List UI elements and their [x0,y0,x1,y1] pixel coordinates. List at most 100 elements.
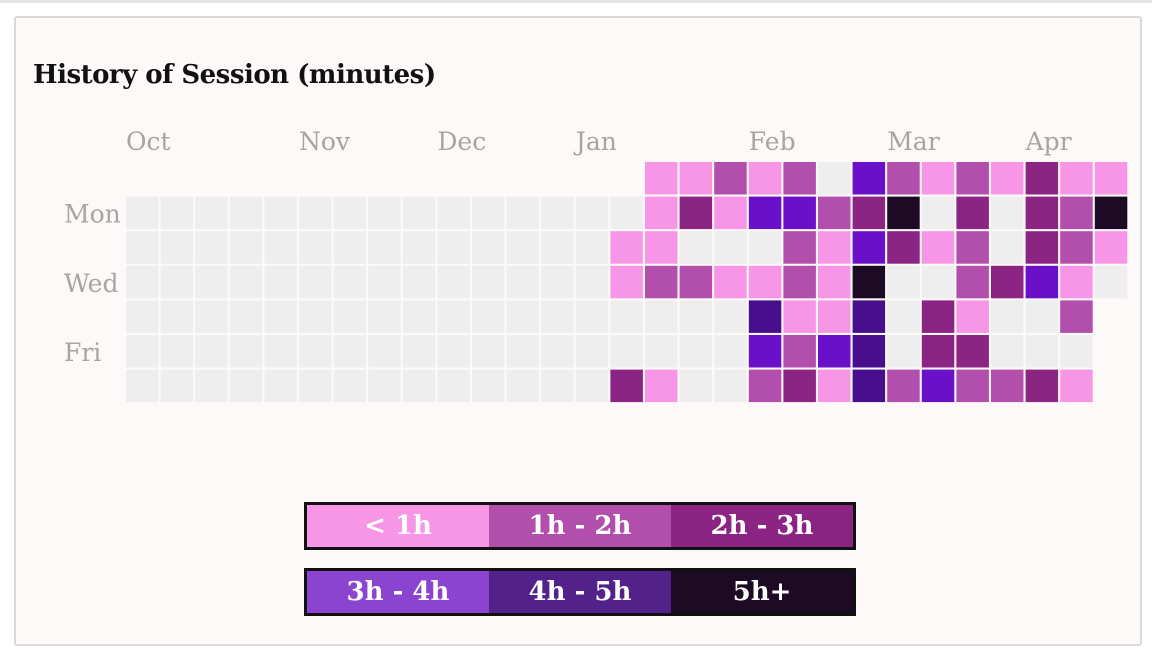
session-history-card: History of Session (minutes) Oct Nov Dec Ja… [14,16,1142,646]
heatmap-cell [506,265,540,299]
heatmap-cell [887,265,920,299]
heatmap-cell [645,335,678,368]
heatmap-cell [956,335,989,368]
heatmap-cell [437,335,470,368]
heatmap-cell [402,265,436,299]
heatmap-cell [921,231,955,264]
heatmap-cell [748,265,782,299]
heatmap-cell [783,265,816,299]
month-label: Mar [887,127,940,156]
heatmap-cell [160,335,194,368]
legend-label: 5h+ [732,577,792,607]
heatmap-cell [299,300,332,333]
heatmap-cell [887,162,920,195]
heatmap-cell [1060,300,1093,333]
heatmap-cell [333,300,367,333]
heatmap-cell [956,300,989,333]
heatmap-cell [160,300,194,333]
heatmap-cell [783,196,816,230]
heatmap-cell [333,231,367,264]
heatmap-cell [645,162,678,195]
heatmap-chart: Oct Nov Dec Jan Feb Mar Apr Mon Wed Fri [64,127,1128,403]
heatmap-cell [160,196,194,230]
heatmap-cell [160,231,194,264]
heatmap-cell [402,335,436,368]
heatmap-cell [818,369,851,403]
heatmap-cell [437,196,470,230]
heatmap-cell [472,369,505,403]
heatmap-cell [783,162,816,195]
heatmap-cell [714,300,747,333]
heatmap-cell [126,265,159,299]
heatmap-cell [333,196,367,230]
heatmap-cell [229,369,263,403]
heatmap-cell [299,265,332,299]
heatmap-cell [575,335,609,368]
heatmap-cell [852,162,886,195]
heatmap-cell [160,265,194,299]
heatmap-cell [541,196,574,230]
heatmap-cell [368,231,401,264]
heatmap-cell [956,265,989,299]
heatmap-cell [852,265,886,299]
heatmap-cell [645,265,678,299]
heatmap-cell [921,335,955,368]
heatmap-cell [1094,196,1128,230]
heatmap-cell [575,369,609,403]
day-label: Fri [64,338,101,367]
heatmap-cell [748,196,782,230]
heatmap-cell [195,335,228,368]
heatmap-cell [264,335,297,368]
legend-label: 2h - 3h [710,511,814,541]
heatmap-cell [956,231,989,264]
heatmap-cell [1025,300,1059,333]
month-label: Apr [1025,127,1072,156]
heatmap-cell [921,300,955,333]
heatmap-cell [1025,231,1059,264]
heatmap-cell [1025,196,1059,230]
heatmap-cell [610,335,643,368]
heatmap-cell [1025,265,1059,299]
legend-label: 1h - 2h [528,511,632,541]
heatmap-cell [299,369,332,403]
heatmap-cell [299,196,332,230]
heatmap-cell [852,196,886,230]
heatmap-cell [679,162,713,195]
heatmap-cell [679,231,713,264]
heatmap-cell [437,300,470,333]
heatmap-cell [541,265,574,299]
heatmap-cell [783,335,816,368]
heatmap-cell [1094,231,1128,264]
heatmap-cell [748,162,782,195]
heatmap-cell [437,231,470,264]
heatmap-cell [783,231,816,264]
heatmap-cell [402,369,436,403]
heatmap-cell [1025,162,1059,195]
heatmap-cell [333,265,367,299]
heatmap-cell [679,369,713,403]
legend-item-4h-5h: 4h - 5h [489,571,671,613]
heatmap-cell [818,196,851,230]
heatmap-cell [541,369,574,403]
day-label: Wed [64,269,118,298]
heatmap-cell [229,231,263,264]
heatmap-cell [437,369,470,403]
heatmap-cell [1025,369,1059,403]
heatmap-cell [1060,335,1093,368]
heatmap-cell [506,335,540,368]
heatmap-cell [126,196,159,230]
heatmap-cell [679,265,713,299]
heatmap-cell [1060,196,1093,230]
heatmap-cell [195,231,228,264]
heatmap-cell [402,231,436,264]
heatmap-cell [333,369,367,403]
heatmap-cell [368,369,401,403]
legend-row-1: < 1h 1h - 2h 2h - 3h [304,502,856,550]
heatmap-cell [887,196,920,230]
heatmap-cell [714,162,747,195]
heatmap-cell [299,231,332,264]
heatmap-cell [818,162,851,195]
legend-item-under-1h: < 1h [307,505,489,547]
day-label: Mon [64,200,121,229]
month-label: Oct [126,127,171,156]
